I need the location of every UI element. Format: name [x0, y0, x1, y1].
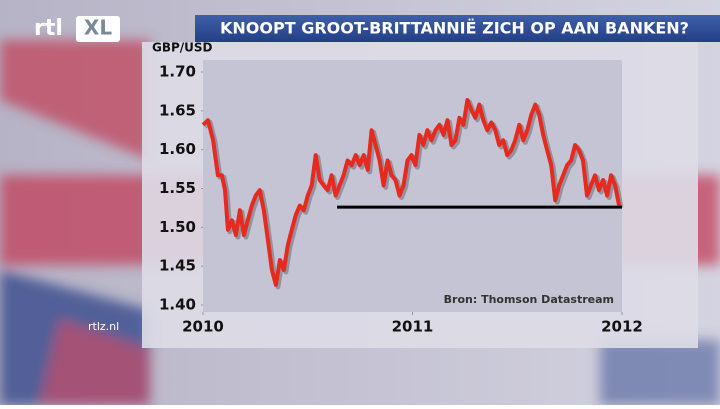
x-tick-label: 2012	[601, 318, 643, 336]
x-tick-label: 2010	[182, 318, 224, 336]
y-tick-label: 1.65	[159, 101, 196, 119]
channel-logo-suffix: XL	[84, 16, 112, 40]
source: Bron: Thomson Datastream	[444, 293, 614, 306]
x-tick-label: 2011	[392, 318, 434, 336]
y-tick-label: 1.45	[159, 257, 196, 275]
line	[201, 98, 622, 287]
y-tick-label: 1.55	[159, 179, 196, 197]
plot: 1.40 1.45 1.50 1.55 1.60 1.65 1.70 2010 2011 2012	[159, 63, 643, 336]
y-tick-label: 1.50	[159, 218, 196, 236]
channel-logo: rtl	[34, 16, 63, 41]
y-tick-label: 1.40	[159, 296, 196, 314]
y-axis-label: GBP/USD	[152, 41, 213, 55]
logo-box	[76, 16, 120, 42]
website: rtlz.nl	[88, 320, 119, 333]
y-tick-label: 1.60	[159, 140, 196, 158]
chart-title: KNOOPT GROOT-BRITTANNIË ZICH OP AAN BANK…	[220, 19, 689, 38]
title-banner	[195, 15, 720, 42]
y-tick-label: 1.70	[159, 63, 196, 81]
